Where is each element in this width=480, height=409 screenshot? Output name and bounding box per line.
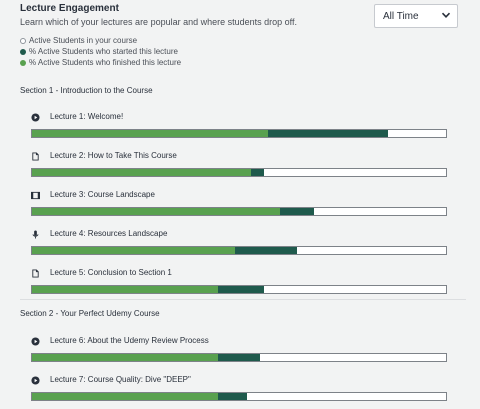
legend-item: % Active Students who finished this lect… [20, 57, 181, 68]
engagement-bar [31, 168, 447, 177]
engagement-bar [31, 392, 447, 401]
engagement-bar [31, 129, 447, 138]
time-range-select[interactable]: All Time [374, 4, 458, 28]
engagement-bar [31, 246, 447, 255]
lecture-title: Lecture 3: Course Landscape [50, 190, 155, 199]
document-icon [30, 151, 40, 161]
lecture-title: Lecture 1: Welcome! [50, 112, 124, 121]
legend-item: % Active Students who started this lectu… [20, 46, 181, 57]
lecture-engagement-panel: Lecture Engagement Learn which of your l… [8, 0, 468, 402]
lecture-title: Lecture 7: Course Quality: Dive "DEEP" [50, 375, 191, 384]
lecture-row[interactable]: Lecture 2: How to Take This Course [8, 151, 468, 185]
lecture-row[interactable]: Lecture 1: Welcome! [8, 112, 468, 146]
page-description: Learn which of your lectures are popular… [20, 17, 298, 27]
play-icon [30, 375, 40, 385]
lecture-title: Lecture 6: About the Udemy Review Proces… [50, 336, 209, 345]
finished-bar-fill [32, 208, 281, 215]
engagement-bar [31, 207, 447, 216]
lecture-row[interactable]: Lecture 4: Resources Landscape [8, 229, 468, 263]
finished-bar-fill [32, 393, 219, 400]
engagement-bar [31, 353, 447, 362]
finished-bar-fill [32, 286, 219, 293]
lecture-title: Lecture 2: How to Take This Course [50, 151, 177, 160]
lecture-row[interactable]: Lecture 6: About the Udemy Review Proces… [8, 336, 468, 370]
legend-label: % Active Students who started this lectu… [29, 47, 178, 56]
legend-item: Active Students in your course [20, 35, 181, 46]
video-icon [30, 190, 40, 200]
legend-label: Active Students in your course [29, 36, 138, 45]
finished-bar-fill [32, 130, 268, 137]
section-divider [20, 299, 466, 300]
time-range-value: All Time [383, 10, 419, 22]
finished-bar-fill [32, 169, 252, 176]
lecture-row[interactable]: Lecture 5: Conclusion to Section 1 [8, 268, 468, 302]
legend-swatch-finished [20, 59, 26, 66]
finished-bar-fill [32, 247, 235, 254]
lecture-row[interactable]: Lecture 3: Course Landscape [8, 190, 468, 224]
play-icon [30, 336, 40, 346]
section-title: Section 1 - Introduction to the Course [20, 86, 153, 95]
engagement-bar [31, 285, 447, 294]
legend-swatch-active [20, 37, 26, 44]
legend-swatch-started [20, 48, 26, 55]
lecture-title: Lecture 4: Resources Landscape [50, 229, 168, 238]
lecture-title: Lecture 5: Conclusion to Section 1 [50, 268, 172, 277]
legend-label: % Active Students who finished this lect… [29, 58, 182, 67]
legend: Active Students in your course % Active … [20, 35, 181, 68]
document-icon [30, 268, 40, 278]
microphone-icon [30, 229, 40, 239]
lecture-row[interactable]: Lecture 7: Course Quality: Dive "DEEP" [8, 375, 468, 409]
chevron-down-icon [441, 10, 451, 23]
finished-bar-fill [32, 354, 219, 361]
section-title: Section 2 - Your Perfect Udemy Course [20, 309, 160, 318]
page-title: Lecture Engagement [20, 3, 119, 14]
play-icon [30, 112, 40, 122]
